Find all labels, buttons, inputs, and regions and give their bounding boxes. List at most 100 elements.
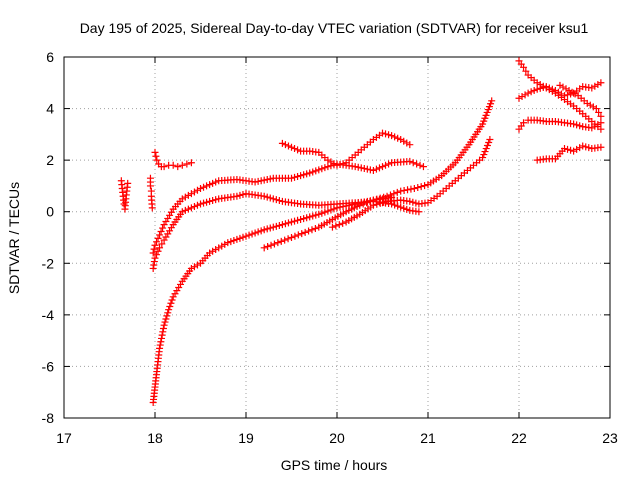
data-point [564, 145, 572, 153]
data-point [162, 218, 170, 226]
data-point [551, 87, 559, 95]
series-post22-d [533, 142, 605, 164]
data-point [153, 251, 161, 259]
data-point [161, 318, 169, 326]
data-point [264, 243, 272, 251]
data-point [209, 247, 217, 255]
data-point [315, 210, 323, 218]
data-point [363, 165, 371, 173]
data-point [160, 163, 168, 171]
data-point [318, 209, 326, 217]
y-tick-label: -2 [42, 255, 55, 271]
data-point [294, 231, 302, 239]
data-point [324, 207, 332, 215]
data-point [301, 228, 309, 236]
data-point [415, 208, 423, 216]
data-point [339, 203, 347, 211]
data-point [163, 312, 171, 320]
data-point [391, 201, 399, 209]
x-axis-label: GPS time / hours [281, 457, 388, 473]
data-point [294, 172, 302, 180]
data-point [260, 192, 268, 200]
data-point [257, 177, 265, 185]
data-point [187, 159, 195, 167]
data-point [174, 163, 182, 171]
data-point [212, 196, 220, 204]
data-point [333, 204, 341, 212]
data-point [586, 101, 594, 109]
data-point [369, 166, 377, 174]
data-point [158, 240, 166, 248]
data-point [257, 227, 265, 235]
data-point [151, 148, 159, 156]
data-point [397, 136, 405, 144]
data-point [414, 184, 422, 192]
data-point [266, 224, 274, 232]
data-point [171, 290, 179, 298]
data-point [164, 309, 172, 317]
data-point [382, 161, 390, 169]
data-point [407, 185, 415, 193]
data-point [366, 197, 374, 205]
data-point [413, 160, 421, 168]
data-point [306, 213, 314, 221]
data-point [520, 119, 528, 127]
data-point [233, 192, 241, 200]
data-point [332, 222, 340, 230]
data-point [159, 224, 167, 232]
data-point [333, 161, 341, 169]
data-point [184, 205, 192, 213]
data-point [291, 217, 299, 225]
data-point [162, 315, 170, 323]
data-point [149, 249, 157, 257]
data-point [224, 239, 232, 247]
data-point [162, 233, 170, 241]
data-point [579, 142, 587, 150]
data-point [159, 328, 167, 336]
data-point [146, 182, 154, 190]
data-point [527, 88, 535, 96]
data-point [565, 87, 573, 95]
data-point [193, 186, 201, 194]
data-point [324, 156, 332, 164]
data-point [233, 235, 241, 243]
data-point [165, 306, 173, 314]
data-point [375, 164, 383, 172]
data-point [376, 199, 384, 207]
data-point [561, 145, 568, 153]
data-point [288, 234, 295, 241]
data-point [300, 171, 308, 179]
data-point [585, 144, 593, 152]
data-point [166, 211, 174, 219]
data-point [404, 186, 412, 194]
data-point [488, 97, 496, 105]
data-point [554, 88, 562, 96]
data-point [410, 185, 418, 193]
data-point [303, 170, 311, 178]
data-point [150, 261, 158, 269]
data-point [306, 169, 314, 177]
data-point [157, 338, 165, 346]
data-point [379, 163, 386, 171]
data-point [166, 227, 174, 235]
data-point [260, 226, 268, 234]
data-point [184, 191, 192, 199]
data-point [181, 206, 189, 214]
y-tick-label: -4 [42, 307, 55, 323]
x-tick-label: 23 [602, 430, 618, 446]
axis-ticks: 17 18 19 20 21 22 23 -8 -6 -4 -2 0 2 4 6 [42, 49, 618, 446]
series-arc-d [278, 129, 414, 169]
data-point [351, 163, 359, 171]
data-point [308, 226, 316, 234]
data-point [309, 168, 317, 176]
data-point [589, 103, 597, 111]
x-tick-label: 17 [56, 430, 72, 446]
data-point [156, 231, 164, 239]
data-point [160, 221, 168, 229]
data-point [530, 87, 538, 95]
data-point [571, 90, 579, 98]
data-point [178, 208, 186, 216]
data-point [597, 79, 605, 87]
data-point [356, 201, 364, 209]
data-point [206, 197, 214, 205]
